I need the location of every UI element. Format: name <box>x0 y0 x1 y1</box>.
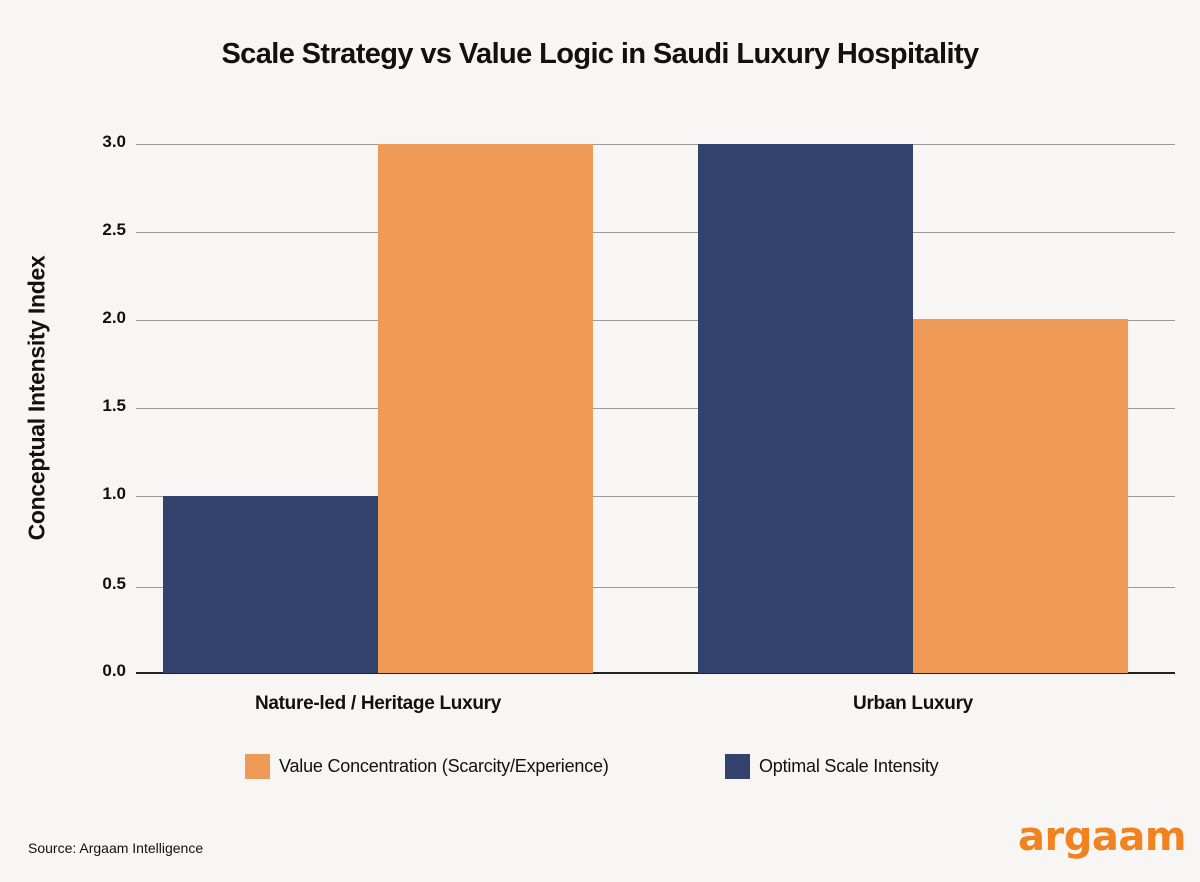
legend-label: Value Concentration (Scarcity/Experience… <box>279 755 609 776</box>
legend-item-value-concentration: Value Concentration (Scarcity/Experience… <box>245 753 609 779</box>
y-tick-label: 2.5 <box>102 220 126 239</box>
y-tick-label: 0.5 <box>102 574 126 593</box>
gridline-2-5 <box>136 232 1175 233</box>
legend-swatch-orange <box>245 753 270 779</box>
x-category-label-nature-heritage: Nature-led / Heritage Luxury <box>254 693 502 714</box>
y-tick-label: 1.5 <box>102 396 126 415</box>
bar-urban-optimal-scale <box>698 144 913 673</box>
y-tick-label: 1.0 <box>102 484 126 503</box>
bar-urban-value-concentration <box>913 319 1128 673</box>
argaam-logo: argaam <box>1018 814 1187 860</box>
legend-item-optimal-scale: Optimal Scale Intensity <box>725 753 939 779</box>
legend-label: Optimal Scale Intensity <box>759 755 939 776</box>
x-axis-baseline <box>136 672 1175 674</box>
y-tick-label: 0.0 <box>102 661 126 680</box>
bar-nature-heritage-value-concentration <box>378 144 593 673</box>
gridline-2-0 <box>136 320 1175 321</box>
gridline-0-5 <box>136 587 1175 588</box>
source-note: Source: Argaam Intelligence <box>28 840 204 856</box>
gridline-1-0 <box>136 496 1175 497</box>
legend-swatch-navy <box>725 753 750 779</box>
y-tick-label: 2.0 <box>102 308 126 327</box>
x-category-label-urban: Urban Luxury <box>853 693 973 714</box>
bar-nature-heritage-optimal-scale <box>163 496 378 673</box>
gridline-1-5 <box>136 408 1175 409</box>
chart-title: Scale Strategy vs Value Logic in Saudi L… <box>221 38 979 70</box>
y-tick-label: 3.0 <box>102 132 126 151</box>
gridline-3-0 <box>136 144 1175 145</box>
